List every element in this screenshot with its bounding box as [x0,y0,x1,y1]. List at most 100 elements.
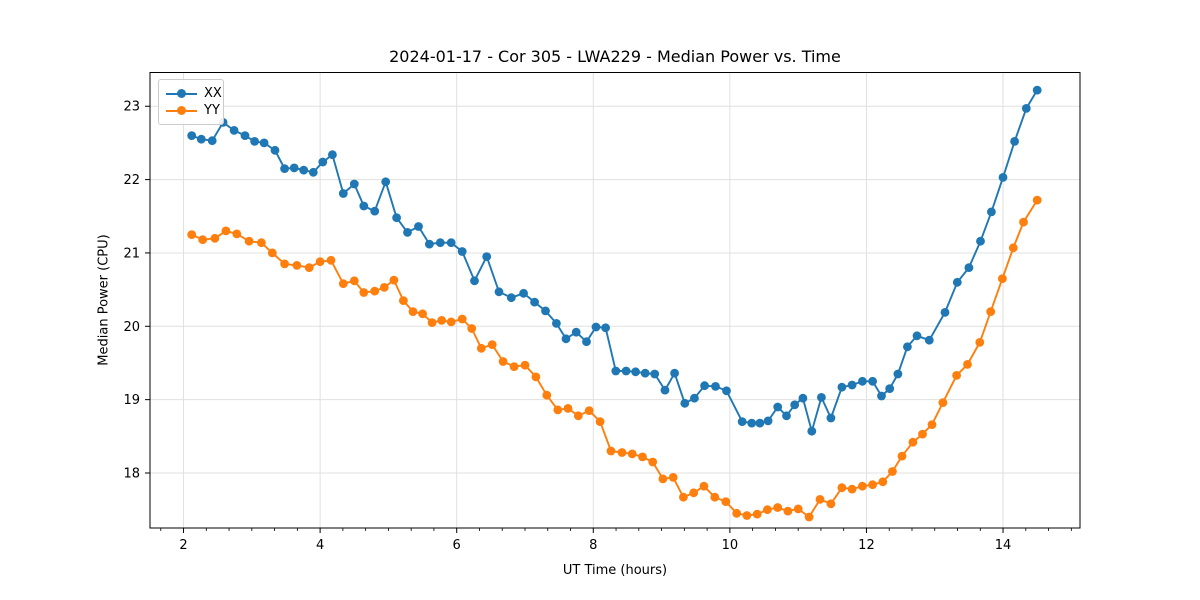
data-point-xx [847,380,857,390]
data-point-xx [998,173,1008,182]
data-point-xx [582,337,591,347]
x-tick-label: 12 [858,538,875,553]
series-line-xx [191,89,1039,433]
data-point-xx [747,418,757,428]
data-point-yy [721,497,731,506]
y-tick-label: 18 [123,466,140,481]
data-point-xx [541,306,550,316]
data-point-yy [437,316,447,325]
data-point-xx [270,145,280,155]
data-point-yy [742,511,752,520]
data-point-xx [817,393,826,402]
data-point-yy [280,259,289,269]
data-point-xx [807,426,817,436]
data-point-xx [506,293,516,303]
data-point-xx [601,323,610,333]
data-point-xx [414,222,423,231]
data-point-yy [998,274,1007,283]
data-point-xx [893,369,903,379]
y-axis-label: Median Power (CPU) [96,234,112,366]
data-point-yy [679,492,688,502]
data-point-yy [315,257,325,267]
data-point-yy [399,296,408,305]
data-point-xx [737,417,747,426]
x-tick-label: 14 [995,538,1012,553]
data-point-yy [963,360,972,369]
data-point-xx [318,157,328,167]
data-point-xx [381,177,391,187]
data-point-yy [210,233,220,243]
data-point-xx [519,288,528,298]
legend-label: YY [204,103,220,118]
data-point-yy [908,437,918,447]
data-point-yy [847,484,857,494]
data-point-yy [668,473,678,482]
data-point-xx [877,391,886,401]
data-point-xx [250,137,259,146]
data-point-xx [187,131,197,141]
data-point-xx [858,376,867,386]
data-point-xx [722,386,731,396]
data-point-yy [257,238,266,248]
chart-title: 2024-01-17 - Cor 305 - LWA229 - Median P… [389,47,841,66]
data-point-xx [308,167,318,177]
data-point-yy [1019,217,1028,227]
data-point-xx [1010,137,1019,146]
data-point-xx [1032,85,1042,95]
data-point-yy [418,309,427,319]
data-point-yy [897,451,907,461]
data-point-yy [292,261,302,270]
data-point-xx [755,418,765,428]
data-point-yy [752,509,762,519]
data-point-yy [773,503,783,512]
data-point-yy [837,483,847,493]
data-point-xx [552,319,561,328]
data-point-yy [467,324,477,333]
data-point-xx [912,331,922,341]
data-point-xx [591,322,601,332]
data-point-yy [858,481,867,491]
data-point-xx [1021,104,1031,113]
data-point-yy [648,457,658,467]
data-point-xx [903,342,912,352]
data-point-yy [584,406,594,415]
data-point-xx [349,179,359,189]
data-point-yy [573,411,583,421]
data-point-xx [763,416,773,426]
x-tick-label: 8 [589,538,597,553]
data-point-yy [542,390,552,400]
legend-dot-sample [177,106,186,115]
data-point-xx [650,369,660,379]
data-point-xx [457,247,467,256]
data-point-xx [924,335,934,345]
data-point-yy [244,236,254,246]
data-point-yy [338,279,348,289]
data-point-yy [198,235,208,245]
data-point-yy [1008,243,1018,253]
data-point-xx [837,382,847,392]
data-point-yy [446,317,456,327]
data-point-yy [804,512,814,522]
data-point-yy [710,492,720,502]
data-point-yy [888,467,897,476]
data-point-yy [595,417,605,426]
data-point-xx [446,238,456,248]
series-line-yy [191,199,1039,518]
data-point-yy [563,404,573,413]
data-point-xx [631,367,640,377]
data-point-xx [790,400,800,410]
data-point-yy [221,226,231,236]
y-tick-label: 20 [123,320,140,335]
data-point-xx [782,411,791,421]
data-point-yy [498,357,508,366]
data-point-yy [627,449,637,459]
data-point-yy [732,508,742,518]
data-point-yy [658,474,668,484]
data-point-yy [349,276,359,286]
data-point-xx [660,385,670,395]
data-point-xx [700,381,709,391]
data-point-yy [617,448,627,457]
y-tick-label: 21 [123,246,140,261]
